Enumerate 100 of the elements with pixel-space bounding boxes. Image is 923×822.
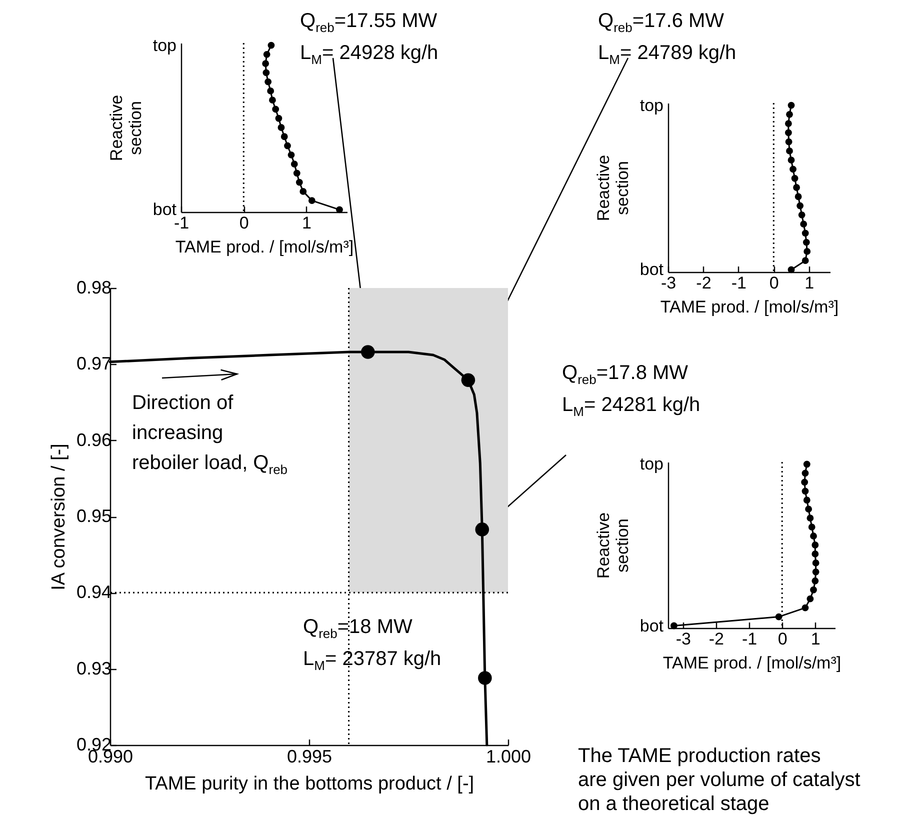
- point: [262, 60, 270, 68]
- point: [267, 88, 274, 94]
- point: [336, 206, 343, 214]
- point: [263, 50, 270, 58]
- point: [806, 595, 814, 602]
- point: [806, 514, 814, 522]
- point: [268, 96, 276, 104]
- point: [793, 184, 800, 191]
- point: [810, 586, 817, 594]
- point: [284, 142, 291, 150]
- point: [802, 488, 809, 495]
- x-axis-title: TAME prod. / [mol/s/m³]: [175, 238, 354, 256]
- point: [670, 622, 678, 630]
- y-axis-title: Reactive section: [106, 94, 145, 162]
- point: [812, 577, 819, 584]
- point: [475, 522, 490, 536]
- point: [268, 42, 275, 49]
- y-tick-label: top: [640, 454, 664, 474]
- point: [296, 178, 303, 186]
- y-tick-label: bot: [640, 260, 664, 280]
- y-tick-label: 0.94: [76, 582, 112, 602]
- x-tick-label: -2: [708, 630, 724, 648]
- annotation: Direction of increasing reboiler load, Q$_{reb}$: [132, 391, 288, 479]
- x-tick-label: 0: [778, 630, 788, 648]
- y-axis-title: IA conversion / [-]: [48, 444, 70, 590]
- point: [788, 156, 795, 164]
- y-axis-title: Reactive section: [594, 154, 632, 222]
- point: [802, 604, 809, 612]
- x-axis-title: TAME purity in the bottoms product / [-]: [144, 774, 474, 794]
- point: [290, 160, 298, 168]
- x-tick-label: -1: [731, 274, 746, 292]
- point: [810, 532, 817, 540]
- point: [775, 613, 782, 620]
- x-tick-label: -3: [676, 630, 691, 648]
- x-tick-label: 0: [769, 274, 779, 292]
- point: [800, 220, 808, 228]
- point: [786, 110, 793, 118]
- point: [812, 542, 819, 548]
- point: [803, 496, 810, 504]
- point: [796, 202, 804, 210]
- point: [802, 470, 809, 477]
- point: [478, 671, 492, 685]
- y-tick-label: 0.96: [76, 430, 112, 450]
- point: [812, 550, 819, 558]
- x-tick-label: -2: [696, 274, 712, 292]
- x-tick-label: 0.995: [286, 746, 332, 766]
- text: Q$_{reb}$=18 MW L$_{M}$= 23787 kg/h: [303, 616, 442, 672]
- point: [790, 166, 796, 173]
- y-axis-title: Reactive section: [594, 512, 632, 579]
- point: [264, 78, 272, 86]
- point: [288, 151, 295, 158]
- point: [794, 193, 802, 200]
- point: [786, 148, 793, 154]
- point: [784, 120, 792, 128]
- y-tick-label: top: [152, 36, 176, 55]
- point: [461, 373, 476, 388]
- point: [300, 188, 307, 195]
- y-tick-label: bot: [152, 200, 177, 220]
- point: [280, 133, 288, 140]
- point: [785, 138, 792, 146]
- y-tick-label: 0.97: [76, 354, 112, 374]
- point: [802, 257, 809, 264]
- point: [812, 568, 820, 576]
- x-axis-title: TAME prod. / [mol/s/m³]: [662, 654, 842, 672]
- point: [278, 124, 285, 131]
- point: [784, 129, 792, 136]
- point: [803, 460, 810, 468]
- point: [808, 524, 816, 531]
- point: [798, 211, 806, 218]
- point: [802, 230, 809, 237]
- x-tick-label: 1: [810, 630, 820, 648]
- point: [812, 559, 820, 566]
- y-tick-label: bot: [640, 616, 664, 636]
- x-axis-title: TAME prod. / [mol/s/m³]: [660, 298, 839, 316]
- y-tick-label: 0.95: [76, 506, 112, 526]
- point: [801, 478, 808, 486]
- x-tick-label: 0: [239, 214, 249, 232]
- point: [262, 69, 270, 76]
- x-tick-label: 1.000: [486, 746, 532, 766]
- point: [361, 345, 375, 359]
- point: [804, 248, 811, 255]
- point: [275, 114, 282, 122]
- x-tick-label: 1: [804, 274, 814, 292]
- point: [308, 197, 316, 204]
- y-tick-label: top: [640, 96, 664, 115]
- point: [791, 174, 798, 182]
- text: Q$_{reb}$=17.8 MW L$_{M}$= 24281 kg/h: [562, 362, 700, 418]
- point: [802, 238, 810, 246]
- point: [788, 266, 795, 274]
- y-tick-label: 0.93: [76, 658, 112, 678]
- point: [788, 102, 795, 109]
- point: [272, 106, 280, 113]
- text: The TAME production rates are given per volume of catalyst on a theoretical stage: [578, 744, 860, 816]
- y-tick-label: 0.98: [76, 278, 112, 298]
- text: Q$_{reb}$=17.6 MW L$_{M}$= 24789 kg/h: [598, 10, 736, 66]
- text: Q$_{reb}$=17.55 MW L$_{M}$= 24928 kg/h: [300, 10, 438, 66]
- x-tick-label: -1: [742, 630, 758, 648]
- x-tick-label: 1: [302, 214, 312, 232]
- point: [293, 170, 300, 177]
- point: [805, 506, 812, 513]
